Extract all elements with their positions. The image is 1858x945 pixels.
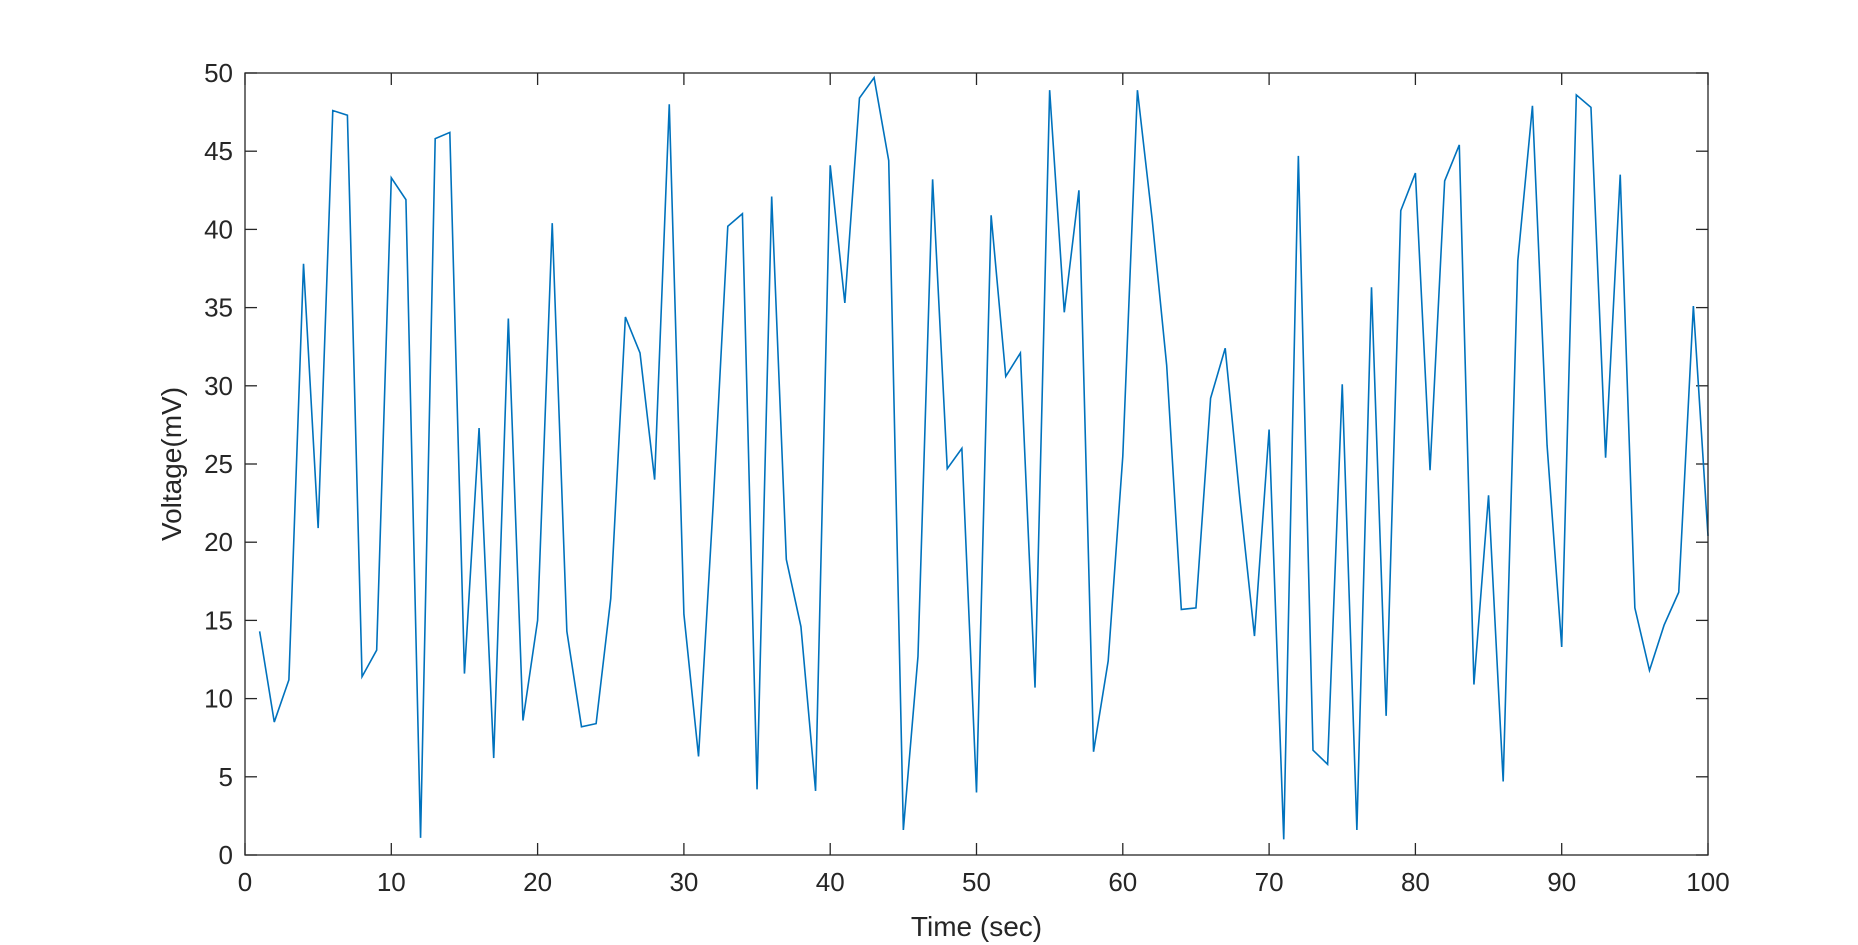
y-tick-label: 10 [204, 684, 233, 714]
y-axis-title: Voltage(mV) [156, 387, 187, 541]
y-tick-label: 20 [204, 527, 233, 557]
x-axis-title: Time (sec) [911, 911, 1042, 942]
x-tick-label: 20 [523, 867, 552, 897]
x-tick-label: 40 [816, 867, 845, 897]
y-tick-label: 5 [219, 762, 233, 792]
x-tick-label: 0 [238, 867, 252, 897]
y-tick-label: 40 [204, 214, 233, 244]
x-tick-label: 30 [669, 867, 698, 897]
y-tick-label: 35 [204, 293, 233, 323]
y-tick-label: 30 [204, 371, 233, 401]
x-tick-label: 100 [1686, 867, 1729, 897]
plot-area-box [244, 72, 1709, 856]
voltage-series-line [258, 75, 1709, 840]
x-tick-label: 80 [1401, 867, 1430, 897]
x-tick-label: 60 [1108, 867, 1137, 897]
x-tick-label: 50 [962, 867, 991, 897]
x-tick-label: 10 [377, 867, 406, 897]
x-tick-label: 70 [1255, 867, 1284, 897]
y-tick-label: 45 [204, 136, 233, 166]
y-axis-ticks: 0 5 10 15 20 25 30 35 40 45 50 [204, 58, 1708, 870]
y-tick-label: 0 [219, 840, 233, 870]
y-tick-label: 15 [204, 605, 233, 635]
y-tick-label: 50 [204, 58, 233, 88]
x-axis-ticks: 0 10 20 30 40 50 60 70 80 90 100 [238, 73, 1730, 897]
x-tick-label: 90 [1547, 867, 1576, 897]
y-tick-label: 25 [204, 449, 233, 479]
